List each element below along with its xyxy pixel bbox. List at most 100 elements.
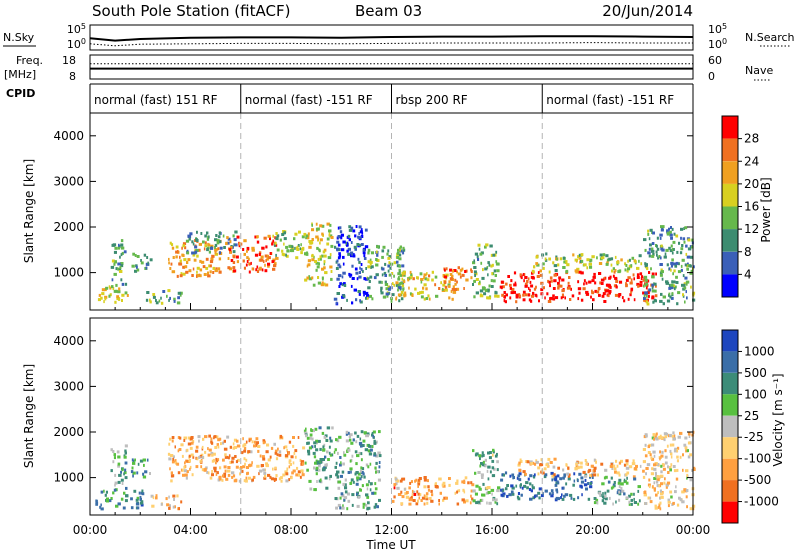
velocity-cell — [532, 496, 536, 500]
power-cell — [307, 263, 311, 267]
velocity-cell — [650, 456, 653, 460]
power-cell — [636, 282, 640, 286]
power-cell — [544, 257, 547, 261]
velocity-cell — [660, 454, 664, 458]
velocity-cell — [687, 455, 691, 459]
velocity-cell — [479, 498, 483, 502]
power-cell — [109, 286, 112, 290]
power-cell — [509, 286, 512, 290]
power-cell — [659, 263, 663, 266]
power-cell — [387, 256, 391, 260]
power-cell — [342, 282, 346, 286]
velocity-cell — [665, 485, 668, 489]
power-cell — [182, 265, 186, 269]
velocity-cell — [653, 481, 655, 485]
velocity-cell — [371, 491, 375, 495]
power-cell — [311, 258, 315, 262]
power-cell — [168, 257, 170, 261]
power-cell — [300, 243, 302, 247]
velocity-cell — [652, 433, 656, 437]
velocity-cell — [509, 474, 512, 478]
velocity-cell — [204, 450, 207, 454]
velocity-cell — [366, 495, 370, 499]
velocity-cell — [118, 473, 122, 477]
velocity-cell — [660, 482, 664, 486]
power-cell — [291, 245, 294, 249]
velocity-cell — [471, 483, 475, 487]
velocity-cell — [570, 496, 573, 500]
power-cell — [662, 295, 666, 299]
power-cell — [609, 275, 612, 279]
velocity-cell — [589, 485, 593, 489]
velocity-cell — [360, 452, 363, 456]
velocity-cell — [565, 463, 568, 467]
power-cell — [480, 261, 483, 265]
power-cell — [625, 282, 627, 286]
power-cell — [210, 246, 214, 250]
power-cell — [183, 258, 187, 262]
power-cell — [346, 243, 349, 247]
power-cell — [118, 287, 121, 291]
velocity-cell — [522, 470, 526, 474]
velocity-cell — [117, 462, 121, 466]
power-cell — [243, 266, 246, 270]
power-cell — [393, 261, 397, 265]
power-cell — [215, 267, 218, 271]
velocity-cell — [339, 506, 342, 510]
power-cell — [243, 252, 246, 256]
power-cell — [214, 251, 217, 255]
power-cell — [548, 280, 551, 284]
power-cell — [329, 265, 333, 269]
velocity-cell — [659, 489, 662, 493]
velocity-cell — [345, 439, 350, 443]
velocity-cell — [658, 504, 661, 508]
velocity-cell — [314, 427, 318, 431]
velocity-cell — [360, 475, 363, 479]
power-cell — [478, 247, 481, 251]
power-cell — [687, 264, 691, 268]
velocity-cell — [589, 475, 592, 479]
velocity-cell — [456, 502, 460, 506]
noise-left-top-tick: 105 — [67, 22, 86, 36]
power-cell — [675, 234, 679, 238]
velocity-cell — [170, 471, 173, 475]
power-cell — [451, 297, 454, 301]
power-cell — [336, 292, 340, 295]
velocity-cell — [198, 455, 201, 459]
power-cell — [448, 280, 451, 284]
power-cell — [376, 259, 380, 262]
power-cell — [684, 263, 687, 267]
power-cell — [542, 266, 545, 270]
power-cell — [184, 246, 187, 250]
power-cell — [668, 230, 672, 234]
velocity-cell — [649, 453, 652, 457]
power-cell — [514, 281, 517, 285]
power-cell — [114, 246, 118, 250]
velocity-cell — [344, 486, 348, 490]
velocity-cell — [274, 449, 278, 453]
velocity-cell — [660, 436, 664, 440]
power-cell — [450, 289, 453, 293]
velocity-cell — [616, 471, 620, 475]
velocity-cell — [417, 492, 420, 496]
velocity-cell — [277, 447, 279, 451]
power-cell — [369, 258, 372, 262]
velocity-cell — [231, 456, 235, 460]
velocity-cell — [618, 498, 621, 502]
nave-label: Nave — [745, 64, 773, 77]
power-cell — [605, 254, 609, 258]
power-cell — [246, 246, 250, 250]
velocity-cell — [487, 491, 491, 494]
power-cell — [452, 290, 457, 294]
power-cell — [548, 257, 551, 261]
velocity-cell — [100, 503, 102, 507]
velocity-cell — [220, 442, 222, 446]
velocity-cell — [262, 468, 266, 472]
power-cell — [457, 266, 460, 270]
power-cell — [435, 294, 439, 298]
velocity-cell — [182, 473, 186, 477]
velocity-cell — [151, 504, 155, 508]
velocity-cell — [336, 475, 340, 479]
velocity-cell — [171, 439, 174, 443]
